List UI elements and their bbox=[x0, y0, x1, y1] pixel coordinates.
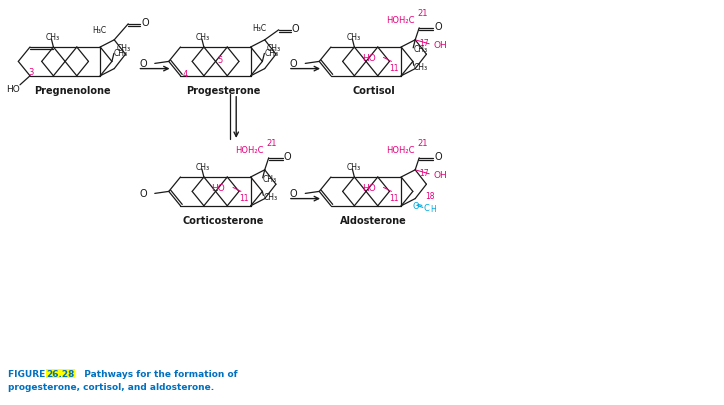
Text: Pathways for the formation of: Pathways for the formation of bbox=[78, 369, 237, 378]
Text: CH₃: CH₃ bbox=[414, 63, 428, 72]
Text: 17: 17 bbox=[419, 169, 429, 178]
Text: H₃C: H₃C bbox=[253, 24, 266, 33]
Text: CH₃: CH₃ bbox=[263, 175, 277, 184]
Text: HOH₂C: HOH₂C bbox=[386, 146, 414, 155]
Text: OH: OH bbox=[433, 41, 447, 50]
Text: O: O bbox=[290, 189, 298, 199]
Text: OH: OH bbox=[433, 171, 447, 180]
Text: progesterone, cortisol, and aldosterone.: progesterone, cortisol, and aldosterone. bbox=[8, 382, 214, 391]
Text: HO: HO bbox=[211, 183, 225, 192]
Text: Corticosterone: Corticosterone bbox=[182, 215, 264, 225]
Text: CH₃: CH₃ bbox=[413, 45, 427, 54]
Text: Pregnenolone: Pregnenolone bbox=[35, 85, 111, 96]
Text: HO: HO bbox=[362, 183, 376, 192]
Text: HOH₂C: HOH₂C bbox=[386, 16, 414, 25]
Text: O: O bbox=[139, 59, 147, 69]
Text: HO: HO bbox=[362, 54, 376, 63]
Text: CH₃: CH₃ bbox=[346, 34, 361, 43]
Text: O: O bbox=[292, 24, 299, 34]
Text: CH₃: CH₃ bbox=[196, 163, 210, 172]
Text: C: C bbox=[424, 203, 430, 212]
Text: 11: 11 bbox=[239, 194, 248, 202]
Text: Aldosterone: Aldosterone bbox=[340, 215, 407, 225]
Text: O: O bbox=[284, 151, 291, 162]
Text: CH₃: CH₃ bbox=[264, 192, 277, 201]
Text: 4: 4 bbox=[182, 70, 188, 79]
Text: CH₃: CH₃ bbox=[46, 34, 59, 43]
Text: 5: 5 bbox=[218, 56, 223, 65]
Text: H: H bbox=[430, 205, 436, 213]
Text: O: O bbox=[413, 201, 419, 210]
Text: HO: HO bbox=[6, 85, 20, 94]
Text: CH₃: CH₃ bbox=[266, 44, 281, 53]
Text: 21: 21 bbox=[417, 9, 428, 18]
Text: FIGURE: FIGURE bbox=[8, 369, 49, 378]
Text: CH₃: CH₃ bbox=[114, 49, 128, 58]
Text: CH₃: CH₃ bbox=[264, 49, 279, 58]
Text: Progesterone: Progesterone bbox=[186, 85, 261, 96]
Text: O: O bbox=[139, 189, 147, 199]
Text: CH₃: CH₃ bbox=[117, 44, 130, 53]
Text: HOH₂C: HOH₂C bbox=[235, 146, 264, 155]
Text: O: O bbox=[434, 22, 442, 32]
Text: O: O bbox=[290, 59, 298, 69]
Text: 3: 3 bbox=[28, 68, 33, 77]
Text: CH₃: CH₃ bbox=[346, 163, 361, 172]
Text: 21: 21 bbox=[417, 139, 428, 148]
Text: CH₃: CH₃ bbox=[196, 34, 210, 43]
Text: Cortisol: Cortisol bbox=[353, 85, 395, 96]
Text: 17: 17 bbox=[419, 39, 429, 48]
Text: 26.28: 26.28 bbox=[46, 369, 75, 378]
Text: O: O bbox=[141, 18, 149, 28]
Text: 11: 11 bbox=[390, 64, 399, 73]
Text: 11: 11 bbox=[390, 194, 399, 202]
Text: O: O bbox=[434, 151, 442, 162]
Text: 21: 21 bbox=[266, 139, 277, 148]
Text: 18: 18 bbox=[425, 192, 434, 200]
Text: H₃C: H₃C bbox=[92, 26, 106, 35]
